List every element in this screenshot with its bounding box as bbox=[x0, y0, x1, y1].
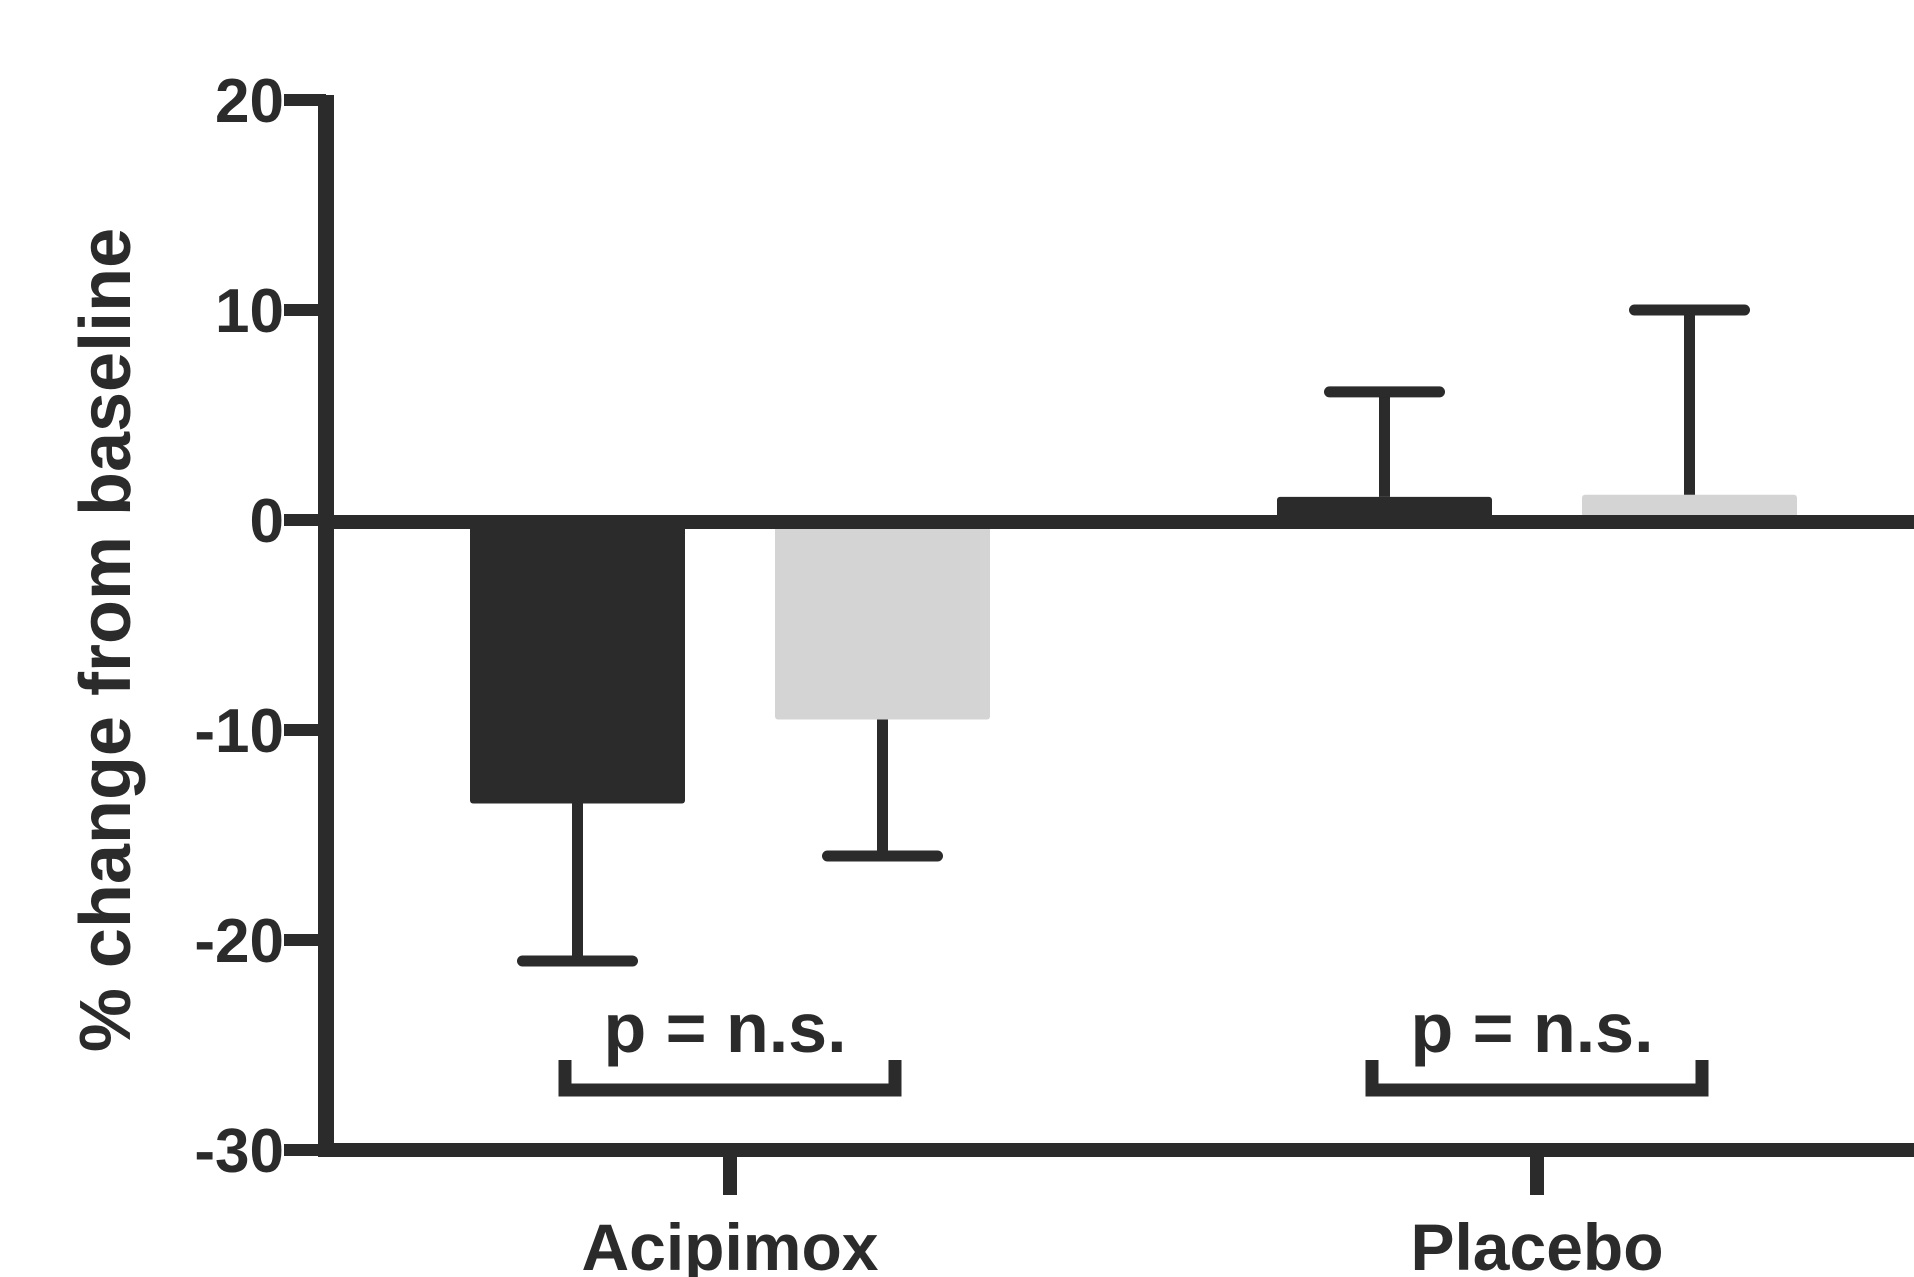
significance-label: p = n.s. bbox=[603, 989, 846, 1067]
x-categories-layer: Acipimox Placebo bbox=[581, 1150, 1664, 1277]
y-tick-label: 20 bbox=[215, 67, 284, 136]
y-tick-label: -20 bbox=[194, 907, 284, 976]
significance-bracket bbox=[558, 1060, 902, 1097]
y-tick-label: 10 bbox=[215, 277, 284, 346]
x-category-label: Placebo bbox=[1410, 1210, 1663, 1277]
significance-bracket bbox=[1365, 1060, 1709, 1097]
bar-acipimox-1 bbox=[470, 520, 685, 804]
y-axis-label: % change from baseline bbox=[66, 228, 146, 1052]
error-bars-layer bbox=[517, 304, 1750, 967]
x-category-label: Acipimox bbox=[581, 1210, 878, 1277]
bar-acipimox-2 bbox=[775, 520, 990, 720]
bars-layer bbox=[470, 494, 1797, 804]
y-tick-label: -10 bbox=[194, 697, 284, 766]
significance-label: p = n.s. bbox=[1410, 989, 1653, 1067]
annotations-layer: p = n.s. p = n.s. bbox=[558, 989, 1709, 1097]
bar-placebo-1 bbox=[1277, 496, 1492, 520]
y-ticks-layer: 20 10 0 -10 -20 -30 bbox=[194, 67, 326, 1186]
y-tick-label: -30 bbox=[194, 1117, 284, 1186]
y-tick-label: 0 bbox=[250, 487, 284, 556]
bar-placebo-2 bbox=[1582, 494, 1797, 520]
axes-layer bbox=[318, 95, 1914, 1157]
